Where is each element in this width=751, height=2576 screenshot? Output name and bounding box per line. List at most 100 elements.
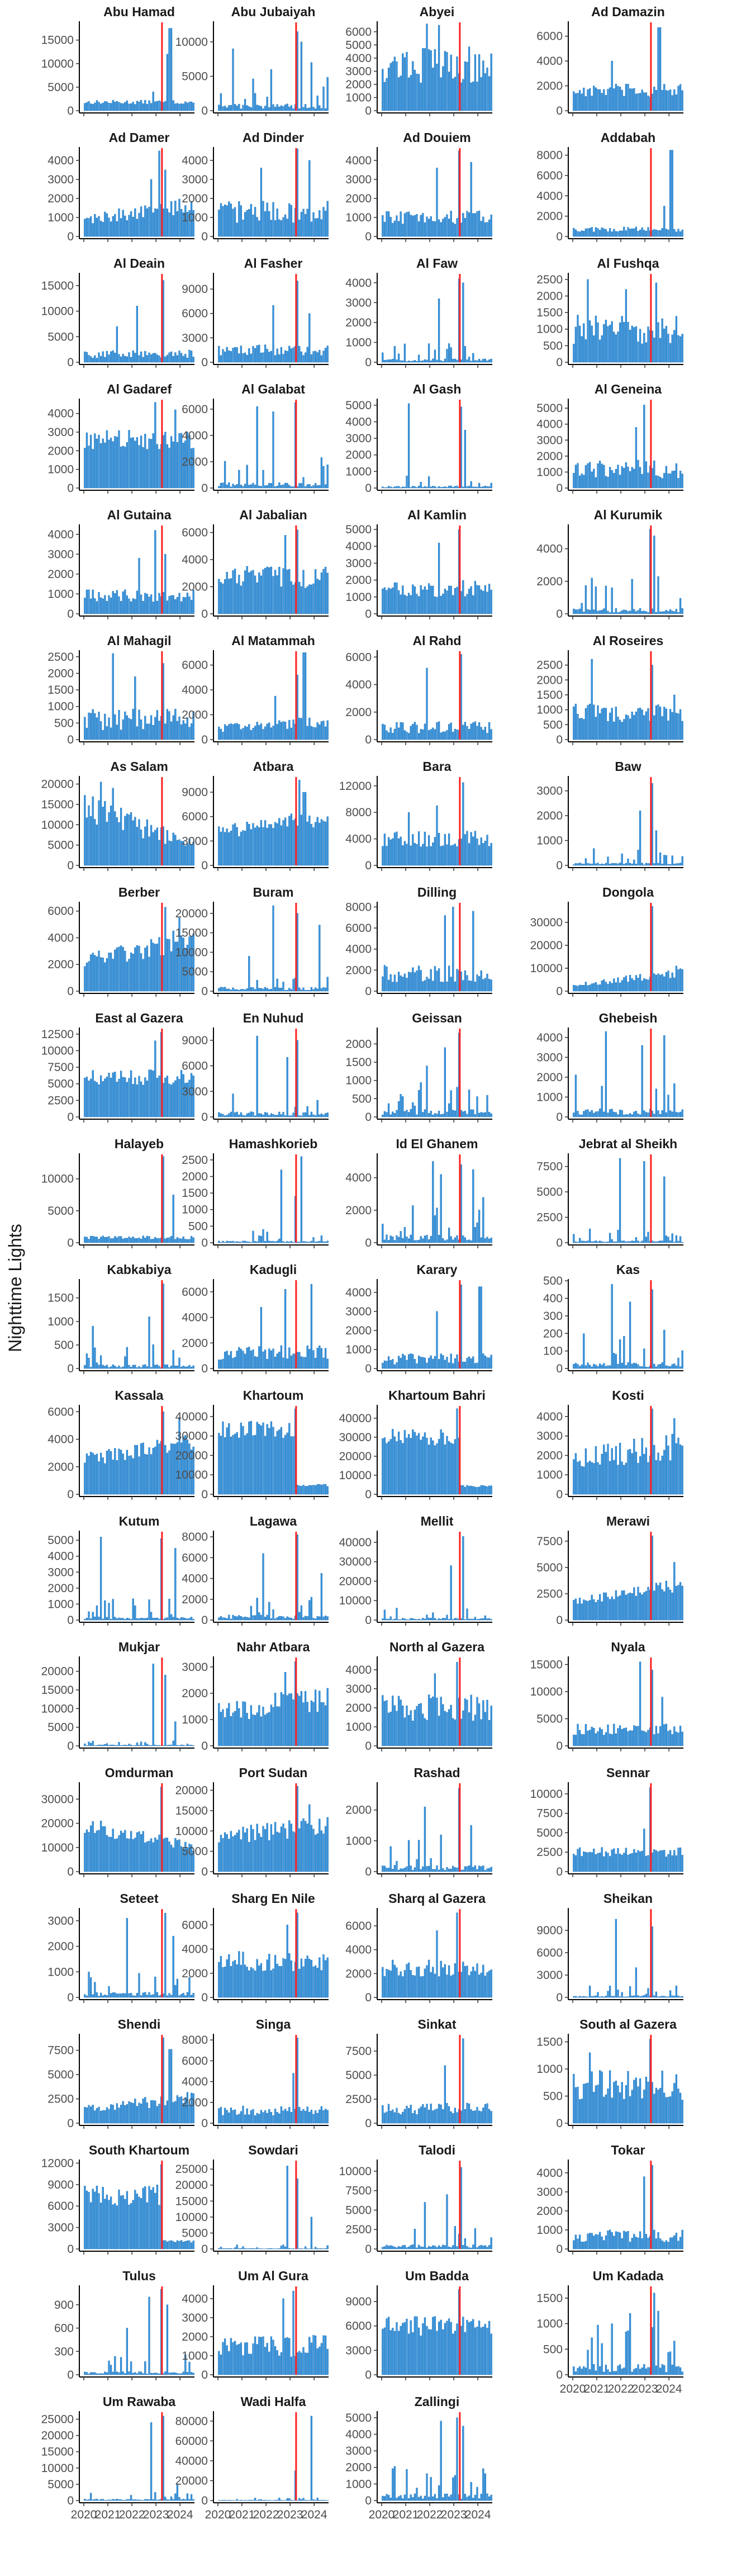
- bar: [456, 1618, 458, 1621]
- y-tick-label: 0: [201, 1865, 208, 1878]
- bar: [316, 1712, 319, 1746]
- bar: [254, 1434, 256, 1495]
- bar: [653, 1590, 655, 1621]
- bar: [324, 2109, 327, 2124]
- bar: [478, 54, 481, 111]
- bar: [176, 1237, 179, 1243]
- bar: [410, 1438, 412, 1495]
- bar: [480, 1112, 482, 1117]
- bar: [480, 1719, 482, 1746]
- bar: [436, 596, 438, 614]
- bar: [436, 1697, 438, 1746]
- bar: [166, 1364, 169, 1369]
- y-tick-label: 2000: [47, 958, 74, 971]
- bar: [422, 213, 424, 237]
- bar: [410, 845, 412, 866]
- bar: [298, 483, 301, 489]
- bar: [272, 905, 274, 992]
- bar: [426, 1066, 428, 1117]
- bar: [667, 1731, 669, 1746]
- bar: [454, 728, 457, 740]
- bar: [392, 1959, 394, 1998]
- bar: [188, 839, 191, 866]
- bar: [254, 1241, 256, 1243]
- bar: [631, 978, 633, 992]
- bar: [383, 1239, 386, 1243]
- bar: [180, 209, 183, 237]
- bar: [98, 1461, 100, 1495]
- bar: [152, 212, 154, 237]
- bar: [675, 965, 678, 992]
- bar: [320, 572, 323, 614]
- bar: [322, 1484, 325, 1495]
- y-tick-label: 3000: [345, 296, 372, 309]
- bar: [286, 1358, 288, 1369]
- bar: [607, 1853, 609, 1872]
- panel-title: Atbara: [253, 759, 294, 774]
- bar: [452, 732, 454, 740]
- bar: [254, 575, 256, 614]
- bar: [282, 1241, 284, 1243]
- bar: [92, 1612, 94, 1621]
- bar: [679, 1582, 682, 1621]
- bar: [236, 827, 238, 866]
- bar: [140, 719, 142, 740]
- bar: [413, 1240, 416, 1243]
- bar: [85, 2107, 88, 2124]
- bar: [598, 230, 601, 237]
- bar: [319, 1114, 321, 1117]
- bar: [464, 834, 467, 866]
- bar: [598, 1464, 601, 1495]
- bar: [320, 1573, 323, 1621]
- bar: [677, 969, 679, 992]
- bar: [407, 733, 410, 740]
- bar: [573, 1996, 575, 1998]
- bar: [464, 970, 467, 992]
- bar: [102, 1457, 104, 1495]
- bar: [643, 715, 645, 740]
- bar: [240, 1839, 243, 1872]
- bar: [89, 103, 92, 111]
- bar: [468, 357, 470, 363]
- bar: [138, 1618, 140, 1621]
- bar: [126, 100, 129, 111]
- bar: [230, 831, 232, 866]
- bar: [444, 1445, 446, 1495]
- bar: [452, 1443, 454, 1495]
- bar: [661, 1996, 663, 1998]
- bar: [89, 1825, 92, 1872]
- bar: [464, 1698, 467, 1746]
- bar: [484, 1870, 487, 1872]
- bar: [397, 590, 400, 614]
- bar: [292, 108, 294, 111]
- bar: [126, 1347, 129, 1369]
- bar: [264, 1241, 267, 1243]
- bar: [224, 461, 226, 489]
- bar: [623, 864, 625, 866]
- bar: [386, 1969, 388, 1998]
- bar: [99, 1452, 102, 1495]
- bar: [456, 2112, 458, 2124]
- bar: [290, 1693, 293, 1746]
- y-tick-label: 300: [543, 1310, 563, 1323]
- bar: [164, 1445, 167, 1495]
- bar: [412, 1429, 414, 1495]
- bar: [84, 351, 86, 363]
- bar: [617, 2085, 619, 2124]
- bar: [248, 1617, 250, 1621]
- y-tick-label: 0: [67, 733, 74, 746]
- bar: [324, 1960, 327, 1998]
- bar: [246, 822, 248, 866]
- bar: [448, 724, 450, 740]
- bar: [595, 1854, 597, 1872]
- bar: [615, 1242, 617, 1243]
- bar: [324, 484, 327, 489]
- bar: [619, 1339, 621, 1369]
- bar: [413, 69, 416, 111]
- bar: [324, 1484, 327, 1495]
- bar: [84, 448, 86, 489]
- bar: [454, 844, 457, 866]
- bar: [276, 1963, 278, 1998]
